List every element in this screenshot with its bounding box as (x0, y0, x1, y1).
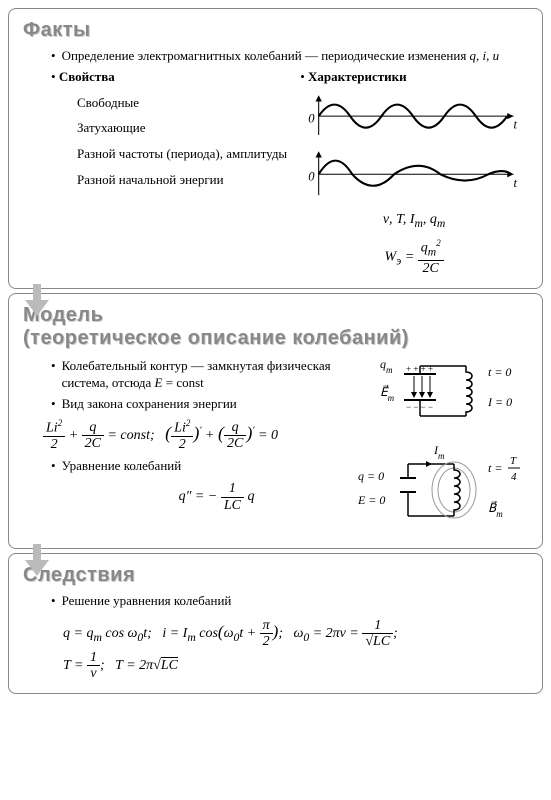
conservation-formula: Li22 + q2C = const; (Li22)′ + (q2C)′ = 0 (43, 419, 350, 452)
wave2-zero: 0 (308, 170, 315, 184)
properties-col: • Свойства Свободные Затухающие Разной ч… (51, 69, 290, 276)
conseq-box: Следствия • Решение уравнения колебаний … (8, 553, 543, 694)
model-subtitle: (теоретическое описание колебаний) (23, 327, 409, 349)
properties-list: Свободные Затухающие Разной частоты (пер… (77, 95, 290, 187)
prop-freq: Разной частоты (периода), амплитуды (77, 146, 290, 162)
model-item1c: = const (163, 375, 204, 390)
prop-free: Свободные (77, 95, 290, 111)
svg-text:t =: t = (488, 461, 502, 475)
facts-title: Факты (23, 19, 528, 42)
oscillation-eq: q″ = − 1LC q (83, 481, 350, 513)
svg-text:qm: qm (380, 357, 393, 375)
conseq-item1-text: Решение уравнения колебаний (62, 593, 528, 610)
model-item1b: E (155, 375, 163, 390)
characteristics-label: Характеристики (308, 69, 407, 84)
model-left: • Колебательный контур — замкнутая физич… (23, 356, 350, 519)
wave1-zero: 0 (308, 111, 315, 125)
circuit-capacitor: qm E⃗m t = 0 I = 0 + + + + − − − − (358, 356, 528, 438)
svg-text:E = 0: E = 0 (358, 493, 385, 507)
model-item2: • Вид закона сохранения энергии (51, 396, 350, 413)
wave-undamped: 0 t (304, 91, 524, 141)
model-item3: • Уравнение колебаний (51, 458, 350, 475)
params-line: ν, T, Im, qm (383, 212, 445, 230)
svg-text:I = 0: I = 0 (487, 395, 512, 409)
wave1-t: t (514, 118, 518, 132)
arrow-icon (25, 544, 49, 576)
bullet-dot: • (51, 48, 56, 64)
model-content: • Колебательный контур — замкнутая физич… (23, 356, 528, 536)
model-title: Модель (теоретическое описание колебаний… (23, 304, 528, 350)
model-item1: • Колебательный контур — замкнутая физич… (51, 358, 350, 392)
energy-formula: Wэ = qm22C (385, 239, 444, 276)
svg-text:t = 0: t = 0 (488, 365, 511, 379)
facts-box: Факты • Определение электромагнитных кол… (8, 8, 543, 289)
svg-text:Im: Im (433, 444, 445, 461)
properties-label: Свойства (59, 69, 115, 84)
conseq-item1: • Решение уравнения колебаний (51, 593, 528, 610)
svg-text:4: 4 (511, 471, 517, 483)
wave2-t: t (514, 176, 518, 190)
properties-heading: • Свойства (51, 69, 290, 85)
wave-damped: 0 t (304, 147, 524, 201)
conseq-title: Следствия (23, 564, 528, 587)
svg-text:E⃗m: E⃗m (380, 384, 395, 403)
svg-text:T: T (510, 455, 517, 467)
prop-energy: Разной начальной энергии (77, 172, 290, 188)
model-item3-text: Уравнение колебаний (62, 458, 350, 475)
definition-row: • Определение электромагнитных колебаний… (51, 48, 528, 65)
characteristics-col: • Характеристики 0 t 0 t ν, (300, 69, 528, 276)
circuit-inductor: Im q = 0 E = 0 t = T 4 B⃗m (358, 444, 528, 536)
model-item2-text: Вид закона сохранения энергии (62, 396, 350, 413)
arrow-icon (25, 284, 49, 316)
characteristics-heading: • Характеристики (300, 69, 406, 85)
prop-damped: Затухающие (77, 120, 290, 136)
solution-formulas: q = qm cos ω0t; i = Im cos(ω0t + π2); ω0… (63, 616, 528, 681)
svg-text:B⃗m: B⃗m (488, 500, 503, 519)
definition-text: Определение электромагнитных колебаний —… (62, 48, 528, 65)
model-box: Модель (теоретическое описание колебаний… (8, 293, 543, 549)
model-circuits: qm E⃗m t = 0 I = 0 + + + + − − − − (358, 356, 528, 536)
svg-text:q = 0: q = 0 (358, 469, 384, 483)
facts-columns: • Свойства Свободные Затухающие Разной ч… (51, 69, 528, 276)
